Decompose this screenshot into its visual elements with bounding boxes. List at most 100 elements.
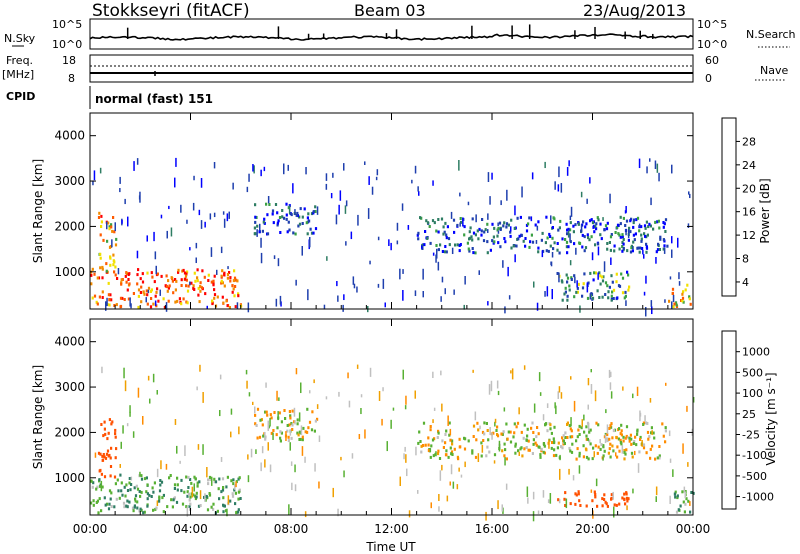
echo-cell xyxy=(439,243,442,247)
echo-cell xyxy=(156,468,159,478)
echo-cell xyxy=(505,457,508,461)
echo-cell xyxy=(185,278,188,282)
echo-cell xyxy=(613,244,616,248)
echo-cell xyxy=(211,302,214,306)
echo-cell xyxy=(441,439,444,443)
echo-cell xyxy=(106,502,109,506)
echo-cell xyxy=(587,457,590,461)
echo-cell xyxy=(406,468,408,477)
echo-cell xyxy=(182,268,185,272)
echo-cell xyxy=(602,454,605,458)
echo-cell xyxy=(190,481,193,485)
echo-cell xyxy=(90,501,93,505)
echo-cell xyxy=(444,288,446,295)
echo-cell xyxy=(145,490,148,494)
echo-cell xyxy=(584,447,588,451)
echo-cell xyxy=(325,173,328,181)
echo-cell xyxy=(551,441,554,444)
echo-cell xyxy=(166,230,168,239)
echo-cell xyxy=(110,225,113,229)
echo-cell xyxy=(566,436,569,439)
echo-cell xyxy=(260,418,263,422)
echo-cell xyxy=(629,230,632,234)
y-tick-label: 2000 xyxy=(54,425,85,439)
echo-cell xyxy=(119,296,123,300)
echo-cell xyxy=(231,290,234,294)
echo-cell xyxy=(185,475,188,479)
echo-cell xyxy=(337,295,339,302)
echo-cell xyxy=(101,265,104,269)
echo-cell xyxy=(610,391,613,399)
echo-cell xyxy=(170,498,173,502)
echo-cell xyxy=(369,260,371,265)
echo-cell xyxy=(92,499,95,503)
echo-cell xyxy=(101,290,104,294)
echo-cell xyxy=(145,476,148,480)
echo-cell xyxy=(593,451,595,458)
echo-cell xyxy=(507,223,510,227)
echo-cell xyxy=(99,256,102,260)
echo-cell xyxy=(578,242,582,245)
echo-cell xyxy=(119,305,122,309)
echo-cell xyxy=(147,375,150,381)
echo-cell xyxy=(570,206,573,217)
echo-cell xyxy=(532,511,535,522)
echo-cell xyxy=(219,410,221,417)
echo-cell xyxy=(470,235,473,239)
echo-cell xyxy=(109,263,112,267)
echo-cell xyxy=(126,499,129,503)
echo-cell xyxy=(180,278,183,282)
echo-cell xyxy=(650,300,653,307)
echo-cell xyxy=(125,483,128,487)
echo-cell xyxy=(160,274,163,278)
echo-cell xyxy=(554,402,556,409)
echo-cell xyxy=(629,250,633,254)
echo-cell xyxy=(586,437,589,441)
echo-cell xyxy=(439,470,442,481)
echo-cell xyxy=(194,279,197,283)
echo-cell xyxy=(254,232,257,236)
echo-cell xyxy=(579,504,582,507)
echo-cell xyxy=(606,221,609,225)
echo-cell xyxy=(672,294,675,302)
echo-cell xyxy=(634,232,637,236)
echo-cell xyxy=(210,247,213,257)
echo-cell xyxy=(174,300,177,304)
echo-cell xyxy=(114,428,117,432)
echo-cell xyxy=(558,251,561,255)
echo-cell xyxy=(509,234,512,238)
echo-cell xyxy=(570,429,573,433)
echo-cell xyxy=(476,421,479,425)
echo-cell xyxy=(590,292,593,296)
echo-cell xyxy=(206,508,210,512)
echo-cell xyxy=(203,495,206,499)
echo-cell xyxy=(432,419,434,424)
echo-cell xyxy=(625,206,627,213)
echo-cell xyxy=(149,290,152,293)
echo-cell xyxy=(155,290,158,294)
echo-cell xyxy=(281,209,284,212)
echo-cell xyxy=(146,235,148,242)
echo-cell xyxy=(143,510,146,514)
echo-cell xyxy=(121,219,123,224)
echo-cell xyxy=(300,382,302,394)
echo-cell xyxy=(613,503,616,507)
echo-cell xyxy=(602,456,604,461)
echo-cell xyxy=(174,278,177,281)
echo-cell xyxy=(429,241,432,245)
echo-cell xyxy=(197,293,200,297)
echo-cell xyxy=(189,502,192,506)
echo-cell xyxy=(576,280,578,288)
echo-cell xyxy=(101,366,103,374)
echo-cell xyxy=(628,226,631,230)
echo-cell xyxy=(92,481,95,485)
echo-cell xyxy=(141,272,144,276)
echo-cell xyxy=(332,487,334,498)
echo-cell xyxy=(154,300,157,306)
echo-cell xyxy=(562,442,565,446)
echo-cell xyxy=(594,495,597,499)
echo-cell xyxy=(569,221,572,225)
echo-cell xyxy=(200,178,203,188)
echo-cell xyxy=(155,265,157,275)
echo-cell xyxy=(681,299,684,303)
